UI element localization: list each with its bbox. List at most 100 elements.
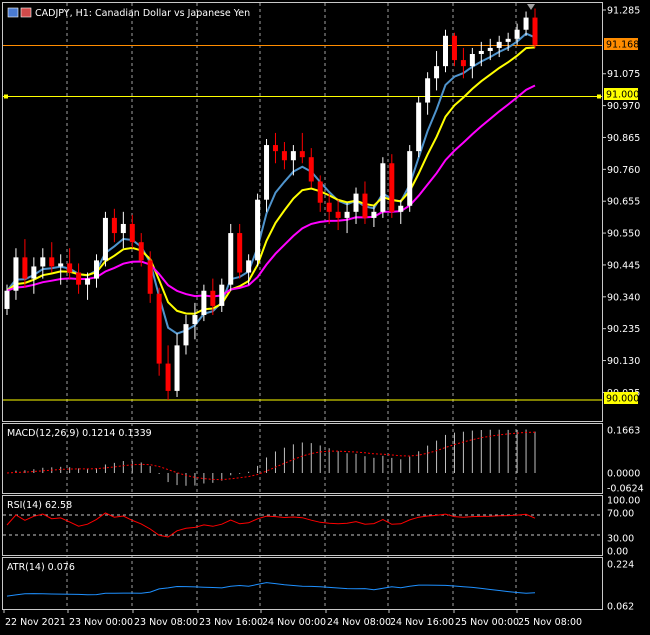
chart-header[interactable]: CADJPY, H1: Canadian Dollar vs Japanese … [7, 7, 250, 19]
candles [4, 8, 538, 400]
time-tick-label: 25 Nov 00:00 [455, 617, 519, 628]
price-tick-label: 90.760 [607, 165, 640, 176]
candle-body [514, 29, 520, 39]
rsi-label: RSI(14) 62.58 [7, 500, 72, 511]
atr-indicator [6, 582, 536, 597]
price-tick-label: 91.075 [607, 69, 640, 80]
macd-indicator [6, 429, 536, 486]
candle-body [237, 233, 243, 273]
atr-label: ATR(14) 0.076 [7, 562, 75, 573]
candle-body [496, 41, 502, 48]
level-anchor [4, 94, 8, 99]
chart-shift-marker-icon[interactable] [527, 4, 535, 10]
rsi-tick-label: 100.00 [607, 496, 640, 507]
candle-body [487, 47, 493, 51]
candle-body [407, 151, 413, 206]
candle-body [380, 163, 386, 212]
level-anchor [597, 94, 601, 99]
rsi-line [6, 512, 536, 538]
rsi-tick-label: 30.00 [607, 534, 634, 545]
atr-tick-label: 0.224 [607, 560, 634, 571]
ma-slow-line [6, 84, 536, 298]
price-tick-label: 90.970 [607, 101, 640, 112]
candle-body [138, 242, 144, 261]
candle-body [425, 78, 431, 103]
candle-body [85, 278, 91, 285]
price-tick-label: 91.285 [607, 6, 640, 17]
candle-body [523, 17, 529, 30]
candle-body [246, 260, 252, 273]
horizontal-levels [3, 45, 602, 401]
candle-body [478, 50, 484, 55]
price-tick-label: 90.655 [607, 197, 640, 208]
rsi-indicator [3, 512, 602, 538]
level-tag-high: 91.000 [604, 88, 639, 101]
candle-body [469, 54, 475, 67]
candle-body [281, 151, 287, 161]
flag-icon[interactable] [20, 7, 32, 18]
candle-body [210, 290, 216, 306]
macd-tick-label: 0.1663 [607, 426, 640, 437]
candle-body [183, 324, 189, 346]
candle-body [22, 257, 28, 279]
candle-body [362, 193, 368, 218]
candle-body [58, 263, 64, 267]
candle-body [344, 211, 350, 218]
current-price-tag: 91.168 [604, 38, 639, 51]
price-tick-label: 90.340 [607, 292, 640, 303]
time-tick-label: 25 Nov 08:00 [518, 617, 582, 628]
macd-tick-label: 0.0000 [607, 469, 640, 480]
level-tag-low: 90.000 [604, 392, 639, 405]
candle-body [156, 293, 162, 364]
svg-text:91.000: 91.000 [606, 90, 639, 101]
window-icon[interactable] [7, 7, 19, 18]
price-tick-label: 90.130 [607, 356, 640, 367]
rsi-tick-label: 0.00 [607, 547, 628, 558]
time-tick-label: 24 Nov 08:00 [327, 617, 391, 628]
atr-pane[interactable] [2, 557, 603, 610]
candle-body [335, 211, 341, 218]
time-tick-label: 24 Nov 16:00 [390, 617, 454, 628]
time-tick-label: 23 Nov 08:00 [134, 617, 198, 628]
macd-tick-label: -0.0624 [607, 484, 644, 495]
candle-body [165, 363, 171, 391]
price-tick-label: 90.235 [607, 324, 640, 335]
rsi-pane[interactable] [2, 495, 603, 556]
candle-body [76, 272, 82, 285]
time-tick-label: 24 Nov 00:00 [262, 617, 326, 628]
candle-body [120, 223, 126, 234]
candle-body [219, 284, 225, 306]
candle-body [317, 181, 323, 203]
candle-body [147, 260, 153, 294]
candle-body [443, 35, 449, 67]
vertical-grid [66, 3, 517, 609]
candle-body [174, 345, 180, 391]
candle-body [505, 38, 511, 42]
price-tick-label: 90.865 [607, 133, 640, 144]
candle-body [416, 102, 422, 152]
candle-body [255, 199, 261, 261]
moving-averages [6, 32, 536, 335]
candle-body [31, 266, 37, 279]
candle-body [111, 217, 117, 234]
price-pane[interactable] [2, 2, 603, 422]
candle-body [460, 60, 466, 67]
candle-body [326, 202, 332, 212]
price-tick-label: 90.445 [607, 260, 640, 271]
candle-body [201, 290, 207, 316]
candle-body [93, 260, 99, 279]
price-tick-label: 90.550 [607, 229, 640, 240]
atr-tick-label: 0.062 [607, 602, 634, 613]
candle-body [49, 257, 55, 267]
svg-text:91.168: 91.168 [606, 40, 639, 51]
time-axis[interactable]: 22 Nov 2021 23 Nov 00:00 23 Nov 08:00 23 No… [3, 609, 582, 628]
candle-body [371, 211, 377, 218]
chart-title: CADJPY, H1: Canadian Dollar vs Japanese … [35, 8, 250, 19]
time-tick-label: 23 Nov 16:00 [199, 617, 263, 628]
candle-body [398, 205, 404, 212]
price-axis[interactable]: 91.285 91.075 90.970 90.865 90.760 90.655 90.5… [602, 6, 640, 399]
macd-pane[interactable] [2, 423, 603, 494]
candle-body [532, 17, 538, 45]
